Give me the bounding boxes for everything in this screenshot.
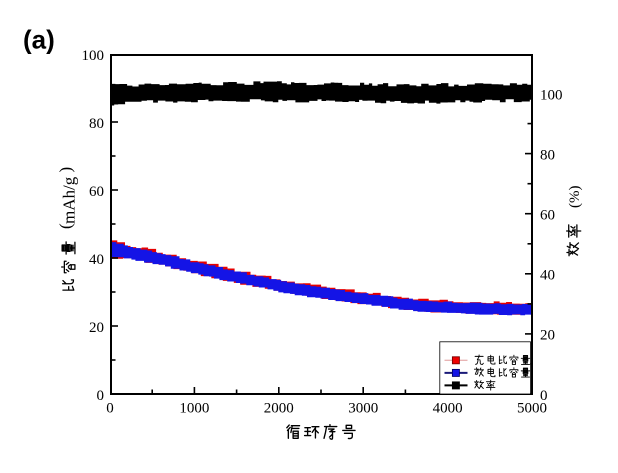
svg-text:100: 100 <box>540 87 563 103</box>
svg-text:40: 40 <box>89 252 104 268</box>
svg-text:(: ( <box>56 223 75 229</box>
svg-text:20: 20 <box>89 320 104 336</box>
svg-text:0: 0 <box>106 401 114 417</box>
svg-text:100: 100 <box>82 48 105 64</box>
svg-text:20: 20 <box>540 328 555 344</box>
svg-text:40: 40 <box>540 268 555 284</box>
svg-text:1000: 1000 <box>179 401 209 417</box>
svg-text:80: 80 <box>89 116 104 132</box>
svg-text:(%): (%) <box>567 186 583 209</box>
svg-text:0: 0 <box>540 388 548 404</box>
svg-text:(a): (a) <box>23 25 55 55</box>
svg-text:3000: 3000 <box>348 401 378 417</box>
svg-text:): ) <box>56 167 75 173</box>
svg-text:2000: 2000 <box>264 401 294 417</box>
svg-text:60: 60 <box>89 184 104 200</box>
svg-text:4000: 4000 <box>433 401 463 417</box>
svg-text:mAh/g: mAh/g <box>60 176 79 224</box>
svg-text:60: 60 <box>540 208 555 224</box>
svg-text:80: 80 <box>540 147 555 163</box>
svg-text:0: 0 <box>97 388 105 404</box>
svg-text:5000: 5000 <box>517 401 547 417</box>
